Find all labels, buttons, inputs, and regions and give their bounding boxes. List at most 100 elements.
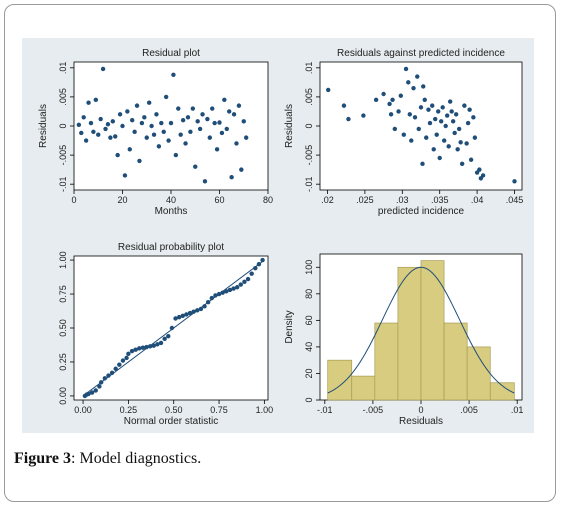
- data-point: [224, 289, 229, 294]
- data-point: [420, 161, 425, 167]
- data-point: [421, 84, 426, 89]
- data-point: [467, 107, 472, 112]
- data-point: [178, 132, 183, 137]
- data-point: [163, 94, 169, 100]
- data-point: [406, 80, 411, 85]
- data-point: [146, 100, 152, 105]
- data-point: [159, 120, 164, 126]
- data-point: [173, 316, 178, 321]
- data-point: [243, 135, 249, 140]
- data-point: [147, 344, 153, 349]
- data-point: [188, 129, 193, 135]
- data-point: [443, 123, 448, 129]
- data-point: [249, 271, 254, 276]
- histogram-bar: [327, 359, 353, 401]
- data-point: [409, 138, 414, 143]
- x-tick-label: .02: [321, 195, 334, 205]
- data-point: [86, 100, 91, 105]
- data-point: [452, 130, 457, 136]
- data-point: [219, 130, 225, 136]
- data-point: [450, 119, 456, 124]
- y-tick-label: 0.50: [58, 319, 68, 337]
- normal-density-curve: [327, 266, 515, 394]
- data-point: [341, 103, 347, 108]
- x-tick-label: 0.25: [120, 405, 138, 415]
- figure-caption-label: Figure 3: [14, 450, 72, 467]
- data-point: [227, 109, 232, 114]
- y-tick-label: 60: [304, 315, 314, 325]
- data-point: [151, 343, 156, 348]
- x-tick-label: .035: [431, 195, 449, 205]
- data-point: [96, 132, 101, 137]
- data-point: [381, 91, 386, 97]
- data-point: [361, 113, 366, 118]
- data-point: [200, 112, 205, 117]
- data-point: [238, 282, 244, 287]
- data-point: [260, 257, 265, 263]
- x-tick-label: 80: [263, 195, 273, 205]
- data-point: [132, 129, 137, 135]
- data-point: [187, 310, 193, 316]
- data-point: [207, 135, 212, 140]
- x-tick-label: 20: [117, 195, 127, 205]
- x-tick-label: .01: [511, 405, 524, 415]
- data-point: [126, 351, 131, 357]
- y-tick-label: 0: [304, 123, 314, 128]
- data-point: [103, 126, 108, 132]
- data-point: [113, 134, 118, 139]
- data-point: [387, 101, 392, 107]
- data-point: [98, 116, 103, 122]
- data-point: [166, 333, 171, 339]
- data-point: [480, 173, 486, 178]
- data-point: [216, 291, 222, 297]
- data-point: [122, 173, 128, 178]
- data-point: [127, 147, 132, 152]
- data-point: [222, 97, 227, 103]
- x-tick-label: 1.00: [256, 405, 274, 415]
- data-point: [134, 103, 140, 108]
- data-point: [205, 299, 211, 305]
- histogram-bar: [489, 382, 515, 401]
- data-point: [447, 99, 453, 104]
- data-point: [195, 308, 200, 313]
- y-tick-label: 80: [304, 289, 314, 299]
- data-point: [166, 138, 171, 143]
- data-point: [256, 261, 262, 267]
- data-point: [154, 112, 159, 117]
- data-point: [151, 132, 157, 137]
- data-point: [407, 112, 412, 117]
- data-point: [195, 119, 200, 124]
- data-point: [213, 293, 218, 298]
- y-tick-label: -.005: [304, 145, 314, 166]
- x-axis-label: Residuals: [399, 416, 443, 427]
- data-point: [326, 87, 331, 93]
- data-point: [234, 285, 240, 290]
- data-point: [155, 342, 160, 347]
- data-point: [477, 167, 482, 172]
- data-point: [108, 135, 113, 140]
- y-axis-label: Residuals: [284, 104, 295, 148]
- data-point: [437, 155, 442, 161]
- data-point: [113, 366, 118, 371]
- data-point: [137, 158, 142, 164]
- data-point: [79, 130, 84, 136]
- data-point: [158, 340, 164, 346]
- y-tick-label: .01: [304, 62, 314, 75]
- data-point: [93, 388, 98, 393]
- data-point: [398, 93, 403, 98]
- x-tick-label: .025: [356, 195, 374, 205]
- figure-caption-text: : Model diagnostics.: [71, 450, 202, 467]
- data-point: [202, 304, 207, 309]
- data-point: [412, 115, 418, 120]
- data-point: [100, 66, 106, 72]
- data-point: [137, 346, 142, 351]
- data-point: [180, 117, 186, 123]
- data-point: [168, 120, 174, 126]
- y-tick-label: 1.00: [58, 251, 68, 269]
- histogram-bar: [466, 346, 491, 401]
- data-point: [231, 286, 236, 291]
- x-tick-label: .045: [506, 195, 524, 205]
- y-tick-label: 0: [304, 397, 314, 402]
- data-point: [217, 120, 222, 125]
- data-point: [120, 123, 125, 129]
